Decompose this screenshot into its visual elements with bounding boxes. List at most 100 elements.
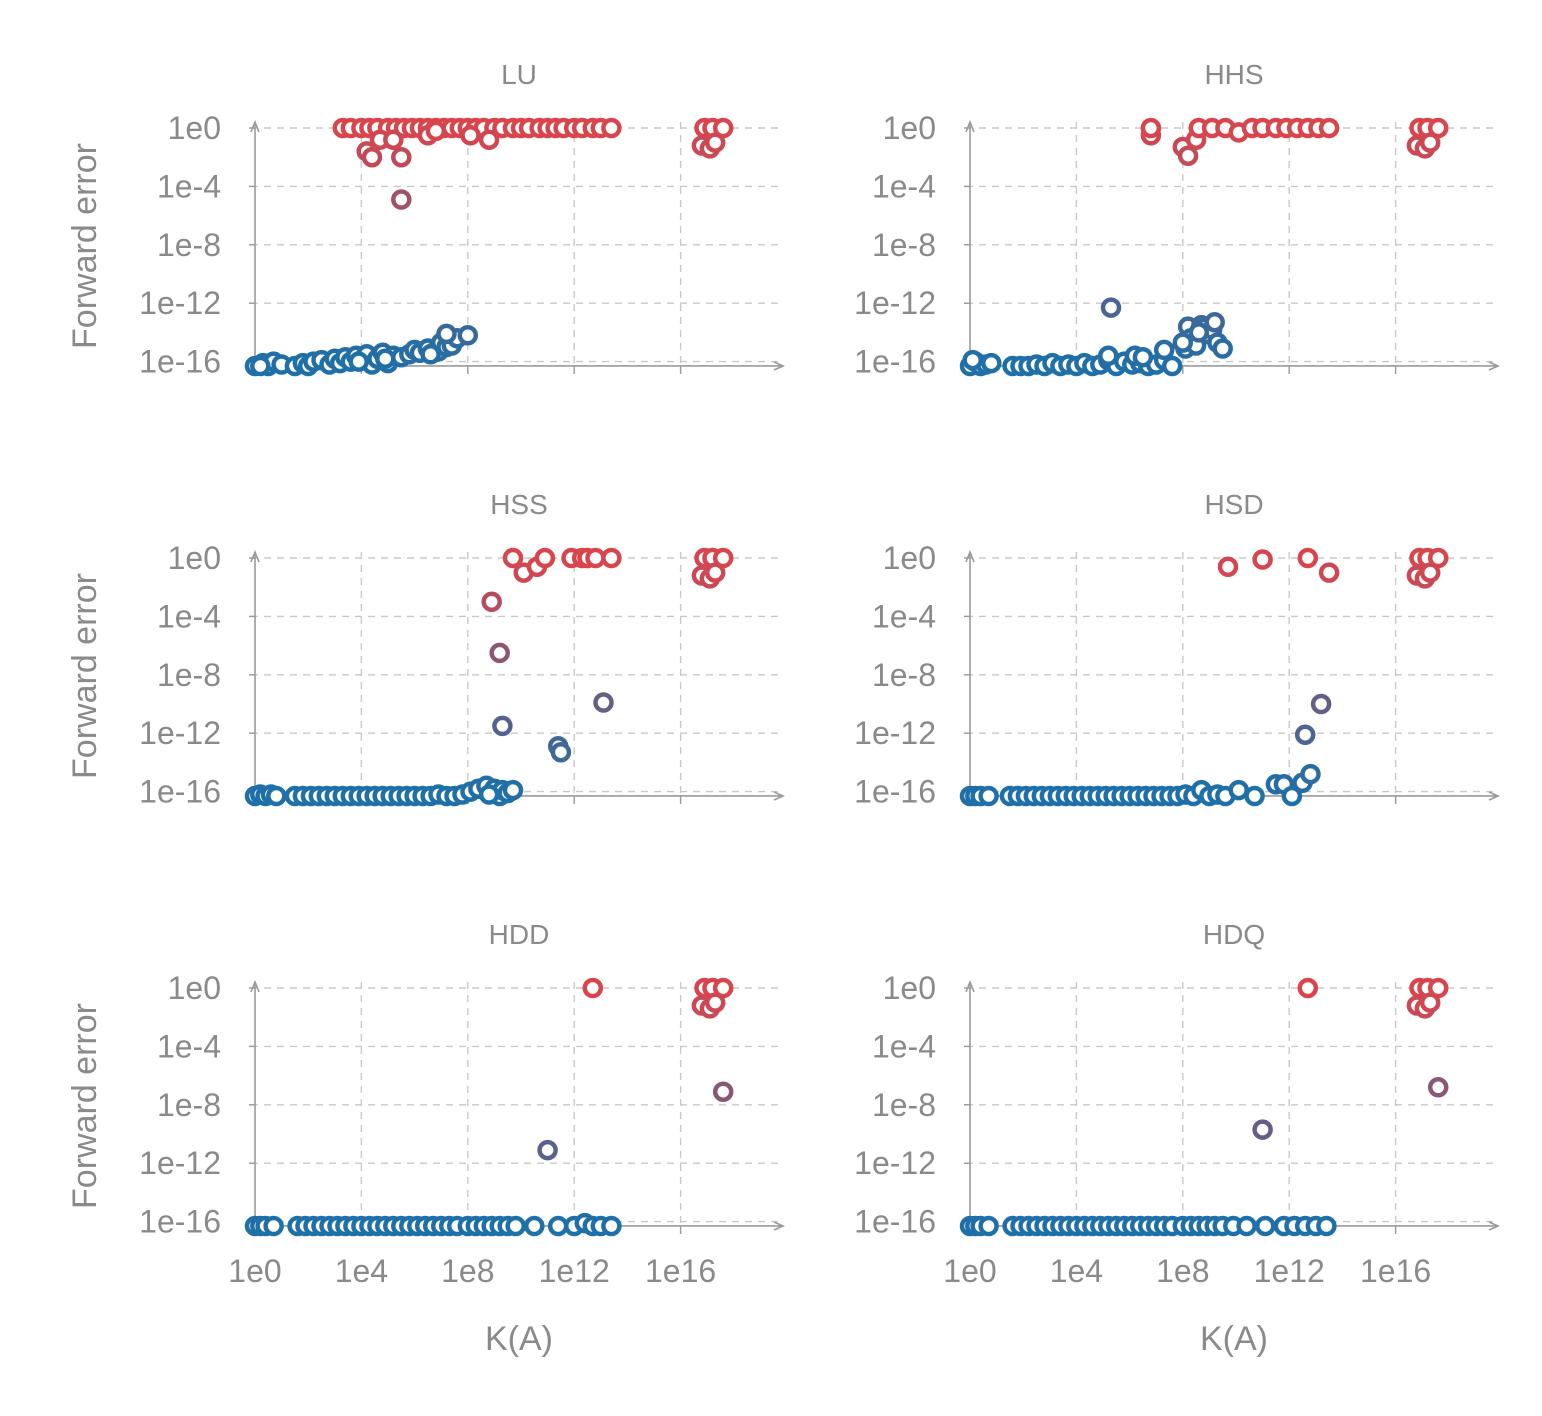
y-tick-label: 1e-16 (854, 774, 936, 810)
data-point (1132, 346, 1154, 368)
y-tick-label: 1e0 (168, 970, 221, 1006)
data-point (1427, 977, 1449, 999)
x-tick-label: 1e12 (1254, 1253, 1325, 1289)
data-point (1419, 992, 1441, 1013)
data-point (457, 325, 479, 346)
y-tick-label: 1e-4 (157, 598, 221, 634)
x-tick-label: 1e16 (645, 1253, 716, 1289)
data-point (981, 352, 1002, 374)
panel-title: LU (501, 59, 537, 90)
y-tick-label: 1e0 (168, 110, 221, 146)
data-point (436, 323, 457, 345)
x-axis-arrow (1488, 791, 1500, 801)
y-axis-label: Forward error (66, 1003, 104, 1209)
y-axis-arrow (250, 119, 260, 133)
data-point (1318, 117, 1340, 139)
data-point (524, 1215, 545, 1237)
data-point (601, 1215, 622, 1237)
y-tick-label: 1e0 (883, 110, 936, 146)
data-point (1204, 311, 1225, 333)
y-tick-label: 1e-4 (872, 168, 936, 204)
x-axis-label: K(A) (1200, 1320, 1268, 1358)
x-tick-label: 1e16 (1360, 1253, 1431, 1289)
data-point (962, 349, 983, 371)
data-point (489, 642, 510, 664)
data-point (1294, 724, 1316, 745)
data-point (502, 547, 524, 569)
y-tick-label: 1e0 (168, 540, 221, 576)
y-axis-arrow (250, 979, 260, 993)
data-point (582, 977, 604, 999)
data-point (1310, 693, 1332, 715)
y-tick-label: 1e-4 (157, 1028, 221, 1064)
data-point (1427, 1077, 1449, 1098)
data-point (601, 547, 622, 569)
data-point (1140, 117, 1162, 139)
data-point (1318, 562, 1340, 583)
data-point (505, 1215, 526, 1237)
data-point (593, 692, 614, 713)
data-point (1100, 297, 1122, 318)
data-point (1212, 338, 1233, 359)
data-point (978, 785, 999, 807)
data-point (478, 784, 500, 805)
data-point (492, 715, 513, 737)
x-tick-label: 1e0 (228, 1253, 281, 1289)
y-tick-label: 1e-16 (854, 344, 936, 380)
x-axis-arrow (1488, 361, 1500, 371)
data-point (1188, 322, 1210, 343)
data-point (1161, 355, 1183, 377)
panel-hdd: HDD 1e0 1e-4 1e-8 1e-12 1e-16 Forward error 1e0… (66, 919, 785, 1358)
data-point (712, 1081, 734, 1102)
y-tick-label: 1e-12 (139, 715, 221, 751)
data-point (250, 355, 271, 377)
points (959, 547, 1449, 807)
points (244, 117, 734, 377)
data-point (534, 547, 556, 569)
y-tick-label: 1e-4 (157, 168, 221, 204)
data-point (1300, 763, 1321, 785)
data-point (1316, 1215, 1337, 1237)
y-tick-label: 1e-16 (139, 774, 221, 810)
y-tick-label: 1e-12 (139, 285, 221, 321)
y-tick-label: 1e-8 (872, 227, 936, 263)
data-point (420, 344, 441, 365)
data-point (1252, 1119, 1273, 1140)
data-point (547, 1215, 569, 1237)
data-point (348, 351, 369, 372)
y-axis-arrow (965, 549, 975, 563)
y-axis-arrow (250, 549, 260, 563)
data-point (391, 189, 412, 210)
data-point (375, 348, 396, 369)
y-tick-label: 1e-12 (854, 1145, 936, 1181)
y-axis-arrow (965, 979, 975, 993)
y-tick-label: 1e-8 (872, 657, 936, 693)
data-point (1217, 556, 1239, 578)
panel-title: HDQ (1203, 919, 1265, 950)
data-point (704, 562, 726, 583)
y-tick-label: 1e-4 (872, 598, 936, 634)
data-point (712, 547, 734, 569)
data-point (1228, 779, 1249, 801)
data-point (460, 125, 481, 146)
y-tick-label: 1e-8 (157, 227, 221, 263)
data-point (266, 785, 287, 807)
data-point (1297, 547, 1319, 569)
data-point (1177, 145, 1199, 166)
data-point (391, 146, 412, 168)
y-tick-label: 1e0 (883, 970, 936, 1006)
panel-hsd: HSD 1e0 1e-4 1e-8 1e-12 1e-16 (854, 489, 1500, 810)
y-tick-label: 1e-8 (872, 1087, 936, 1123)
y-tick-label: 1e-16 (139, 344, 221, 380)
y-axis-label: Forward error (66, 573, 104, 779)
data-point (704, 132, 726, 153)
x-axis-label: K(A) (485, 1320, 553, 1358)
y-tick-label: 1e-16 (139, 1204, 221, 1240)
panel-hhs: HHS 1e0 1e-4 1e-8 1e-12 1e-16 (854, 59, 1500, 380)
x-tick-label: 1e4 (1050, 1253, 1103, 1289)
data-point (1427, 117, 1449, 139)
data-point (712, 977, 734, 999)
data-point (502, 779, 524, 801)
